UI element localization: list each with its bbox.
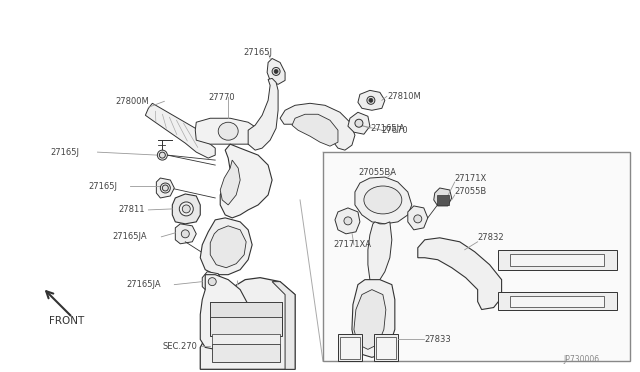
Circle shape	[344, 217, 352, 225]
Polygon shape	[267, 58, 285, 84]
Text: 27055B: 27055B	[454, 187, 487, 196]
Polygon shape	[434, 188, 452, 206]
Circle shape	[159, 152, 165, 158]
Polygon shape	[408, 206, 428, 230]
Bar	[323, 152, 630, 361]
Polygon shape	[498, 292, 618, 310]
Bar	[376, 337, 396, 359]
Bar	[509, 254, 604, 266]
Polygon shape	[202, 272, 222, 292]
Circle shape	[355, 119, 363, 127]
Circle shape	[272, 67, 280, 76]
Polygon shape	[348, 112, 370, 134]
Polygon shape	[292, 114, 338, 146]
Circle shape	[208, 278, 216, 286]
Ellipse shape	[218, 122, 238, 140]
Text: 27832: 27832	[477, 233, 504, 242]
Bar	[340, 337, 360, 359]
Polygon shape	[354, 290, 386, 349]
Polygon shape	[156, 178, 174, 198]
Polygon shape	[355, 177, 412, 224]
Circle shape	[414, 215, 422, 223]
Polygon shape	[200, 218, 252, 275]
Polygon shape	[335, 208, 360, 234]
Polygon shape	[358, 90, 385, 110]
Text: 27171X: 27171X	[454, 173, 487, 183]
Text: JP730006: JP730006	[563, 355, 600, 364]
Polygon shape	[200, 275, 248, 349]
Polygon shape	[272, 282, 295, 369]
Polygon shape	[418, 238, 502, 310]
Text: 27165J: 27165J	[88, 182, 118, 190]
Polygon shape	[220, 160, 240, 205]
Polygon shape	[220, 144, 272, 218]
Text: 27165JA: 27165JA	[113, 232, 147, 241]
Text: 27811: 27811	[118, 205, 145, 214]
Text: 27810M: 27810M	[388, 92, 422, 101]
Polygon shape	[498, 250, 618, 270]
Polygon shape	[175, 224, 196, 244]
Circle shape	[274, 70, 278, 73]
Circle shape	[157, 150, 167, 160]
Polygon shape	[172, 194, 200, 224]
Bar	[436, 195, 449, 205]
Text: 27165J: 27165J	[51, 148, 79, 157]
Circle shape	[181, 230, 189, 238]
Text: 27165JA: 27165JA	[370, 124, 404, 133]
Circle shape	[163, 185, 168, 191]
Bar	[210, 302, 282, 317]
Polygon shape	[145, 103, 215, 158]
Bar	[509, 296, 604, 307]
Text: 27800M: 27800M	[115, 97, 149, 106]
Text: 27670: 27670	[382, 126, 408, 135]
Text: 27833: 27833	[425, 335, 452, 344]
Text: 27055BA: 27055BA	[358, 167, 396, 177]
Ellipse shape	[364, 186, 402, 214]
Polygon shape	[368, 222, 392, 285]
Bar	[212, 334, 280, 344]
Circle shape	[369, 98, 373, 102]
Circle shape	[182, 205, 190, 213]
Polygon shape	[280, 103, 355, 150]
Text: SEC.270: SEC.270	[163, 342, 197, 351]
Polygon shape	[338, 334, 362, 361]
Circle shape	[367, 96, 375, 104]
Polygon shape	[200, 278, 295, 369]
Polygon shape	[374, 334, 398, 361]
Text: 27770: 27770	[208, 93, 235, 102]
Text: FRONT: FRONT	[49, 317, 84, 327]
Circle shape	[161, 183, 170, 193]
Bar	[210, 302, 282, 336]
Polygon shape	[248, 78, 278, 150]
Polygon shape	[210, 226, 246, 268]
Polygon shape	[352, 280, 395, 357]
Circle shape	[179, 202, 193, 216]
Text: 27165JA: 27165JA	[127, 280, 161, 289]
Text: 27165J: 27165J	[243, 48, 272, 57]
Bar	[212, 344, 280, 362]
Text: 27171XA: 27171XA	[333, 240, 371, 249]
Polygon shape	[195, 118, 260, 144]
